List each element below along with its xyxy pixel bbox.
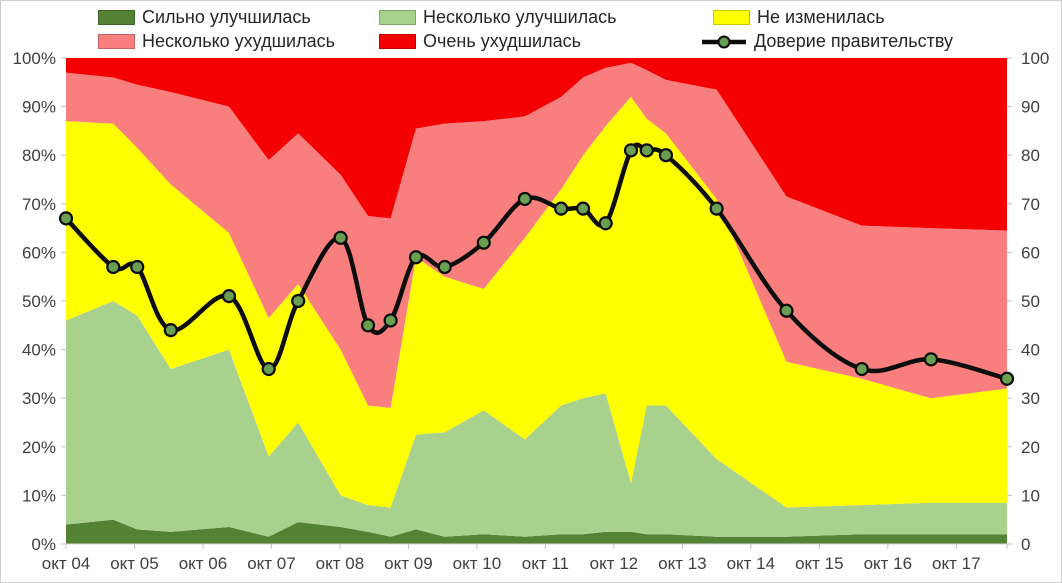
trust-marker xyxy=(58,211,74,226)
trust-marker xyxy=(261,361,276,377)
trust-marker xyxy=(639,143,654,158)
x-axis-tick-label: окт 08 xyxy=(316,554,365,573)
trust-marker xyxy=(360,318,376,333)
x-axis-tick-label: окт 15 xyxy=(795,554,844,573)
trust-marker xyxy=(476,235,491,250)
x-axis-tick-label: окт 06 xyxy=(179,554,228,573)
x-axis-tick-label: окт 12 xyxy=(590,554,639,573)
trust-marker xyxy=(623,143,639,158)
y-left-tick-label: 80% xyxy=(22,146,56,165)
legend-line-marker-icon xyxy=(702,35,746,48)
legend-swatch-somewhat-worsened xyxy=(98,33,135,49)
trust-marker xyxy=(106,259,121,275)
trust-marker xyxy=(658,148,674,163)
trust-marker xyxy=(130,259,145,275)
y-right-tick-label: 0 xyxy=(1021,535,1030,554)
legend-item-strongly-worsened: Очень ухудшилась xyxy=(379,32,581,50)
x-axis-tick-label: окт 14 xyxy=(727,554,776,573)
y-right-tick-label: 80 xyxy=(1021,146,1040,165)
legend-item-strongly-improved: Сильно улучшилась xyxy=(98,8,311,26)
y-right-tick-label: 90 xyxy=(1021,98,1040,117)
y-right-tick-label: 20 xyxy=(1021,438,1040,457)
legend-label-somewhat-improved: Несколько улучшилась xyxy=(423,7,617,27)
legend-label-strongly-worsened: Очень ухудшилась xyxy=(423,31,582,51)
y-left-tick-label: 30% xyxy=(22,389,56,408)
x-axis-tick-label: окт 13 xyxy=(658,554,707,573)
area-series-somewhat-worsened xyxy=(66,62,1007,408)
legend-item-unchanged: Не изменилась xyxy=(713,8,885,26)
legend-swatch-strongly-worsened xyxy=(379,33,416,49)
legend-item-somewhat-improved: Несколько улучшилась xyxy=(379,8,617,26)
legend-item-government-trust: Доверие правительству xyxy=(701,32,953,50)
trust-marker xyxy=(517,191,532,207)
x-axis-tick-label: окт 04 xyxy=(42,554,91,573)
y-left-tick-label: 60% xyxy=(22,243,56,262)
trust-marker xyxy=(709,201,724,216)
y-left-tick-label: 90% xyxy=(22,98,56,117)
trust-marker xyxy=(163,323,178,338)
legend-label-government-trust: Доверие правительству xyxy=(754,31,953,51)
trust-marker xyxy=(408,250,424,265)
y-left-tick-label: 20% xyxy=(22,438,56,457)
y-left-tick-label: 10% xyxy=(22,486,56,505)
y-left-tick-label: 70% xyxy=(22,195,56,214)
y-left-tick-label: 100% xyxy=(13,49,56,68)
y-right-tick-label: 40 xyxy=(1021,341,1040,360)
x-axis-tick-label: окт 16 xyxy=(864,554,913,573)
trust-marker xyxy=(291,293,306,309)
y-right-tick-label: 10 xyxy=(1021,486,1040,505)
y-right-tick-label: 30 xyxy=(1021,389,1040,408)
legend-swatch-strongly-improved xyxy=(98,9,135,25)
legend-swatch-somewhat-improved xyxy=(379,9,416,25)
y-right-tick-label: 70 xyxy=(1021,195,1040,214)
trust-marker xyxy=(437,259,452,275)
trust-marker xyxy=(575,201,591,216)
area-series-unchanged xyxy=(66,96,1007,508)
y-left-tick-label: 50% xyxy=(22,292,56,311)
legend-label-strongly-improved: Сильно улучшилась xyxy=(142,7,311,27)
y-right-tick-label: 60 xyxy=(1021,243,1040,262)
trust-marker xyxy=(383,313,398,328)
trust-marker xyxy=(554,201,569,216)
area-series-somewhat-improved xyxy=(66,301,1007,537)
trust-marker xyxy=(779,303,794,318)
trust-marker xyxy=(221,289,237,304)
x-axis-tick-label: окт 11 xyxy=(522,554,569,573)
y-right-tick-label: 100 xyxy=(1021,49,1049,68)
legend-label-unchanged: Не изменилась xyxy=(757,7,885,27)
x-axis-tick-label: окт 17 xyxy=(932,554,981,573)
chart-legend: Сильно улучшилась Несколько улучшилась Не … xyxy=(1,1,1061,53)
y-right-tick-label: 50 xyxy=(1021,292,1040,311)
trust-marker xyxy=(333,230,348,245)
legend-item-somewhat-worsened: Несколько ухудшилась xyxy=(98,32,335,50)
legend-label-somewhat-worsened: Несколько ухудшилась xyxy=(142,31,335,51)
x-axis-tick-label: окт 10 xyxy=(453,554,502,573)
legend-swatch-unchanged xyxy=(713,9,750,25)
x-axis-tick-label: окт 05 xyxy=(110,554,159,573)
trust-marker xyxy=(999,371,1015,386)
x-axis-tick-label: окт 09 xyxy=(384,554,433,573)
trust-marker xyxy=(598,216,613,231)
trust-marker xyxy=(923,352,939,367)
y-left-tick-label: 40% xyxy=(22,341,56,360)
area-series-strongly-worsened xyxy=(66,58,1007,231)
x-axis-tick-label: окт 07 xyxy=(247,554,296,573)
y-left-tick-label: 0% xyxy=(31,535,56,554)
area-series-strongly-improved xyxy=(66,519,1007,544)
trust-marker xyxy=(854,361,869,377)
